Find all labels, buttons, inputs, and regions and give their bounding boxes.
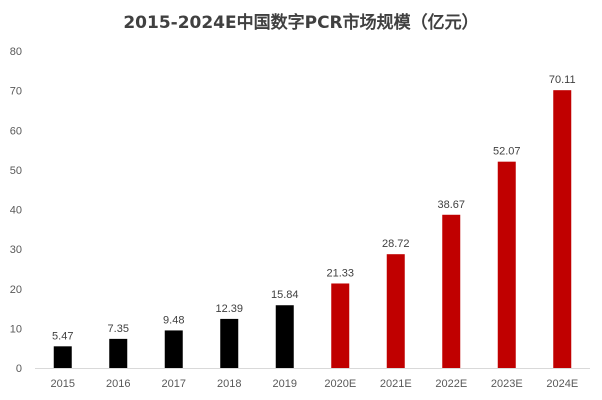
x-tick-label: 2021E bbox=[380, 378, 412, 390]
data-label: 70.11 bbox=[549, 74, 576, 86]
x-tick-label: 2015 bbox=[51, 378, 75, 390]
y-tick-label: 70 bbox=[10, 86, 22, 98]
bar-2018 bbox=[220, 318, 239, 368]
data-label: 9.48 bbox=[163, 314, 184, 326]
data-label: 28.72 bbox=[382, 238, 410, 250]
x-tick-label: 2020E bbox=[324, 378, 356, 390]
x-tick-label: 2023E bbox=[491, 378, 523, 390]
y-axis-ticks: 0 10 20 30 40 50 60 70 80 bbox=[10, 46, 22, 375]
data-label: 12.39 bbox=[215, 303, 243, 315]
data-label: 5.47 bbox=[52, 330, 73, 342]
bar-2016 bbox=[109, 338, 128, 368]
y-tick-label: 0 bbox=[16, 363, 22, 375]
bar-2023E bbox=[497, 161, 516, 368]
x-tick-label: 2018 bbox=[217, 378, 241, 390]
y-tick-label: 10 bbox=[10, 323, 22, 335]
data-labels: 5.47 7.35 9.48 12.39 15.84 21.33 28.72 38.67 52.… bbox=[52, 74, 576, 342]
x-tick-label: 2019 bbox=[273, 378, 297, 390]
bar-2021E bbox=[386, 254, 405, 368]
x-tick-label: 2022E bbox=[435, 378, 467, 390]
y-tick-label: 40 bbox=[10, 205, 22, 217]
x-tick-label: 2017 bbox=[162, 378, 186, 390]
bar-2020E bbox=[331, 283, 350, 368]
y-tick-label: 20 bbox=[10, 284, 22, 296]
bar-2022E bbox=[442, 214, 461, 368]
data-label: 7.35 bbox=[108, 323, 129, 335]
y-tick-label: 50 bbox=[10, 165, 22, 177]
x-tick-label: 2024E bbox=[546, 378, 578, 390]
bars bbox=[53, 90, 572, 369]
chart-title: 2015-2024E中国数字PCR市场规模（亿元） bbox=[123, 13, 479, 33]
bar-2019 bbox=[275, 305, 294, 368]
y-tick-label: 60 bbox=[10, 125, 22, 137]
data-label: 21.33 bbox=[326, 267, 354, 279]
x-axis-ticks: 2015 2016 2017 2018 2019 2020E 2021E 2022E 2023E… bbox=[51, 378, 579, 390]
data-label: 38.67 bbox=[437, 199, 465, 211]
y-tick-label: 80 bbox=[10, 46, 22, 58]
bar-2024E bbox=[553, 90, 572, 369]
bar-2017 bbox=[164, 330, 183, 368]
data-label: 15.84 bbox=[271, 289, 299, 301]
data-label: 52.07 bbox=[493, 146, 521, 158]
y-tick-label: 30 bbox=[10, 244, 22, 256]
x-tick-label: 2016 bbox=[106, 378, 130, 390]
bar-2015 bbox=[53, 346, 72, 368]
